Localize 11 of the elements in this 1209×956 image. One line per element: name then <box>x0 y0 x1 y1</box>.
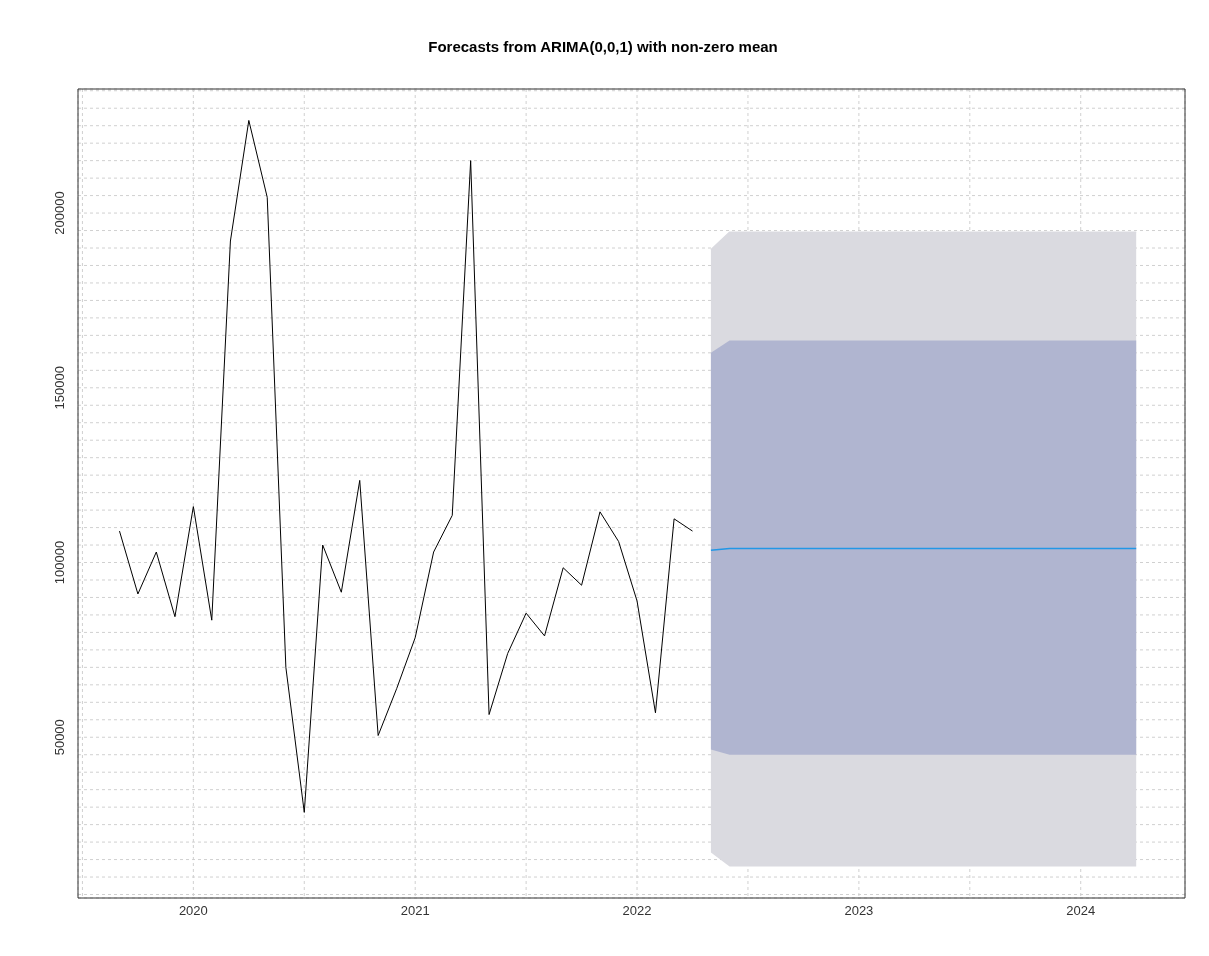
x-tick-label: 2024 <box>1066 903 1096 919</box>
line-series <box>118 119 694 813</box>
x-tick-label: 2022 <box>622 903 652 919</box>
x-tick-label: 2020 <box>178 903 208 919</box>
chart-title: Forecasts from ARIMA(0,0,1) with non-zero mean <box>427 37 779 57</box>
x-tick-label: 2023 <box>844 903 874 919</box>
y-tick-label: 200000 <box>52 191 67 235</box>
y-tick-label: 150000 <box>52 366 67 410</box>
y-tick-label: 50000 <box>52 719 67 756</box>
y-tick-label: 100000 <box>52 540 67 585</box>
x-tick-label: 2021 <box>400 903 430 919</box>
